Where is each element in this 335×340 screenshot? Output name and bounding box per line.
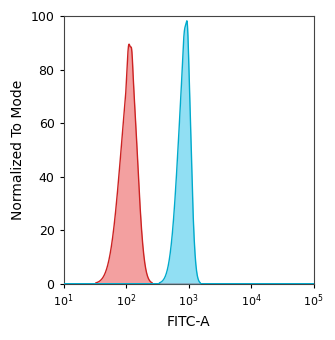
Y-axis label: Normalized To Mode: Normalized To Mode: [11, 80, 25, 220]
X-axis label: FITC-A: FITC-A: [167, 315, 210, 329]
